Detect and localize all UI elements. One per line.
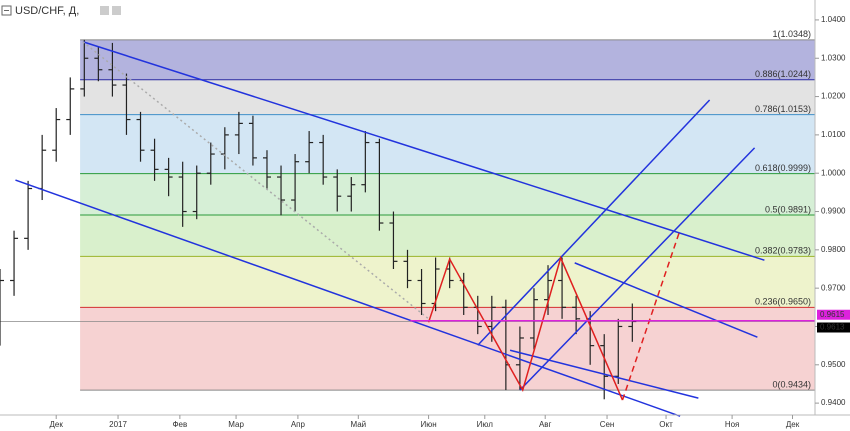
fib-band <box>80 307 815 391</box>
x-tick-label: Дек <box>50 420 64 429</box>
y-tick-label: 0.9400 <box>821 398 846 407</box>
close-icon[interactable] <box>112 6 121 15</box>
y-tick-label: 1.0400 <box>821 15 846 24</box>
fib-band <box>80 214 815 257</box>
fib-band <box>80 79 815 115</box>
y-tick-label: 0.9900 <box>821 207 846 216</box>
y-tick-label: 1.0100 <box>821 130 846 139</box>
chart-title: USD/CHF, Д, <box>15 5 79 17</box>
x-tick-label: Июл <box>477 420 494 429</box>
x-tick-label: 2017 <box>109 420 127 429</box>
y-tick-label: 1.0000 <box>821 168 846 177</box>
x-tick-label: Ноя <box>725 420 740 429</box>
plot-area: 1(1.0348) 0.886(1.0244) 0.786(1.0153) 0.618… <box>0 29 815 417</box>
price-box <box>817 322 850 333</box>
fib-label: 1(1.0348) <box>772 29 811 39</box>
trend-line <box>477 99 711 346</box>
fib-label: 0.5(0.9891) <box>765 204 811 214</box>
fib-label: 0.886(1.0244) <box>755 69 811 79</box>
y-tick-label: 1.0200 <box>821 92 846 101</box>
trend-line <box>15 179 681 417</box>
fib-label: 0.382(0.9783) <box>755 246 811 256</box>
trend-line <box>82 41 765 261</box>
price-box <box>817 309 850 320</box>
x-tick-label: Фев <box>172 420 187 429</box>
fib-band <box>80 39 815 80</box>
y-tick-label: 0.9800 <box>821 245 846 254</box>
trend-line <box>427 255 624 401</box>
price-box-label: 0.9615 <box>820 310 845 319</box>
trend-line <box>519 147 756 391</box>
fib-label: 0.786(1.0153) <box>755 104 811 114</box>
y-tick-label: 0.9500 <box>821 360 846 369</box>
x-tick-label: Окт <box>659 420 673 429</box>
fib-band <box>80 173 815 215</box>
x-tick-label: Май <box>350 420 366 429</box>
trend-line <box>574 262 758 338</box>
x-tick-label: Апр <box>291 420 306 429</box>
settings-icon[interactable] <box>100 6 109 15</box>
collapse-icon[interactable] <box>1 5 12 16</box>
x-tick-label: Сен <box>600 420 615 429</box>
x-tick-label: Авг <box>539 420 552 429</box>
price-box-label: 0.9613 <box>820 323 845 332</box>
y-tick-label: 1.0300 <box>821 53 846 62</box>
x-tick-label: Дек <box>786 420 800 429</box>
fib-label: 0.618(0.9999) <box>755 163 811 173</box>
x-tick-label: Мар <box>228 420 244 429</box>
trend-line <box>82 41 431 321</box>
fib-band <box>80 114 815 174</box>
fib-label: 0.236(0.9650) <box>755 297 811 307</box>
fib-label: 0(0.9434) <box>772 379 811 389</box>
trend-line <box>509 349 699 399</box>
y-tick-label: 0.9700 <box>821 283 846 292</box>
x-tick-label: Июн <box>420 420 436 429</box>
